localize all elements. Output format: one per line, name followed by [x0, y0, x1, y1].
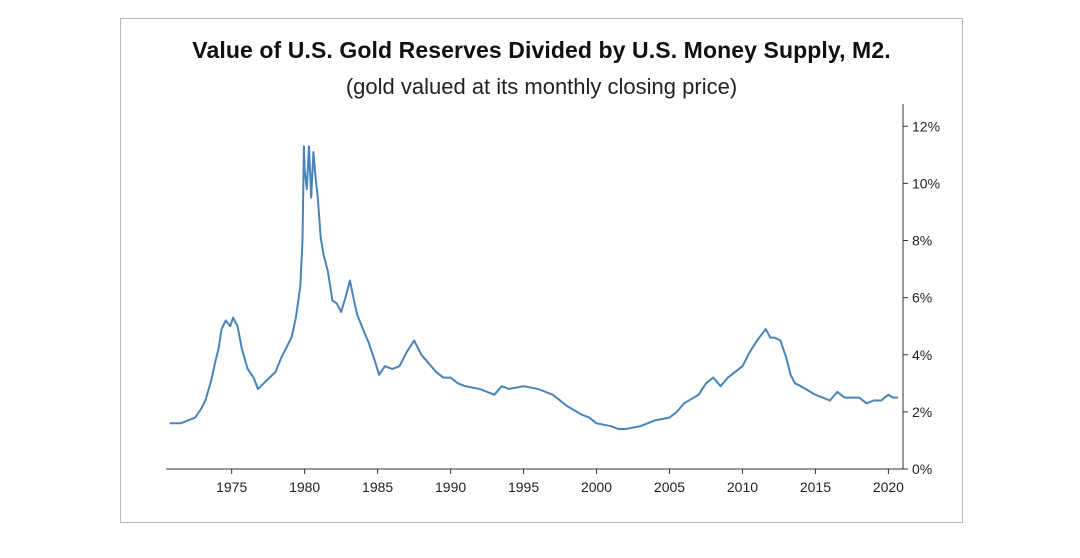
x-tick-label: 2000 [581, 479, 612, 495]
y-tick-label: 12% [912, 118, 940, 134]
chart-frame: Value of U.S. Gold Reserves Divided by U… [120, 18, 963, 523]
y-tick-label: 2% [912, 404, 932, 420]
y-tick-label: 0% [912, 461, 932, 477]
chart-subtitle: (gold valued at its monthly closing pric… [345, 74, 738, 99]
x-tick-label: 1995 [508, 479, 539, 495]
x-tick-label: 2010 [727, 479, 758, 495]
x-tick-label: 2005 [654, 479, 685, 495]
y-tick-label: 8% [912, 233, 932, 249]
x-tick-label: 1985 [362, 479, 393, 495]
x-tick-label: 1980 [289, 479, 320, 495]
x-tick-label: 1990 [435, 479, 466, 495]
x-tick-label: 1975 [216, 479, 247, 495]
y-tick-label: 10% [912, 175, 940, 191]
x-tick-label: 2020 [873, 479, 904, 495]
series-line [169, 145, 899, 430]
x-tick-label: 2015 [800, 479, 831, 495]
y-tick-label: 6% [912, 290, 932, 306]
line-chart: 1975 1980 1985 1990 1995 2000 2005 2010 2015 2020… [166, 104, 940, 495]
chart-title: Value of U.S. Gold Reserves Divided by U… [192, 37, 891, 63]
y-tick-label: 4% [912, 347, 932, 363]
